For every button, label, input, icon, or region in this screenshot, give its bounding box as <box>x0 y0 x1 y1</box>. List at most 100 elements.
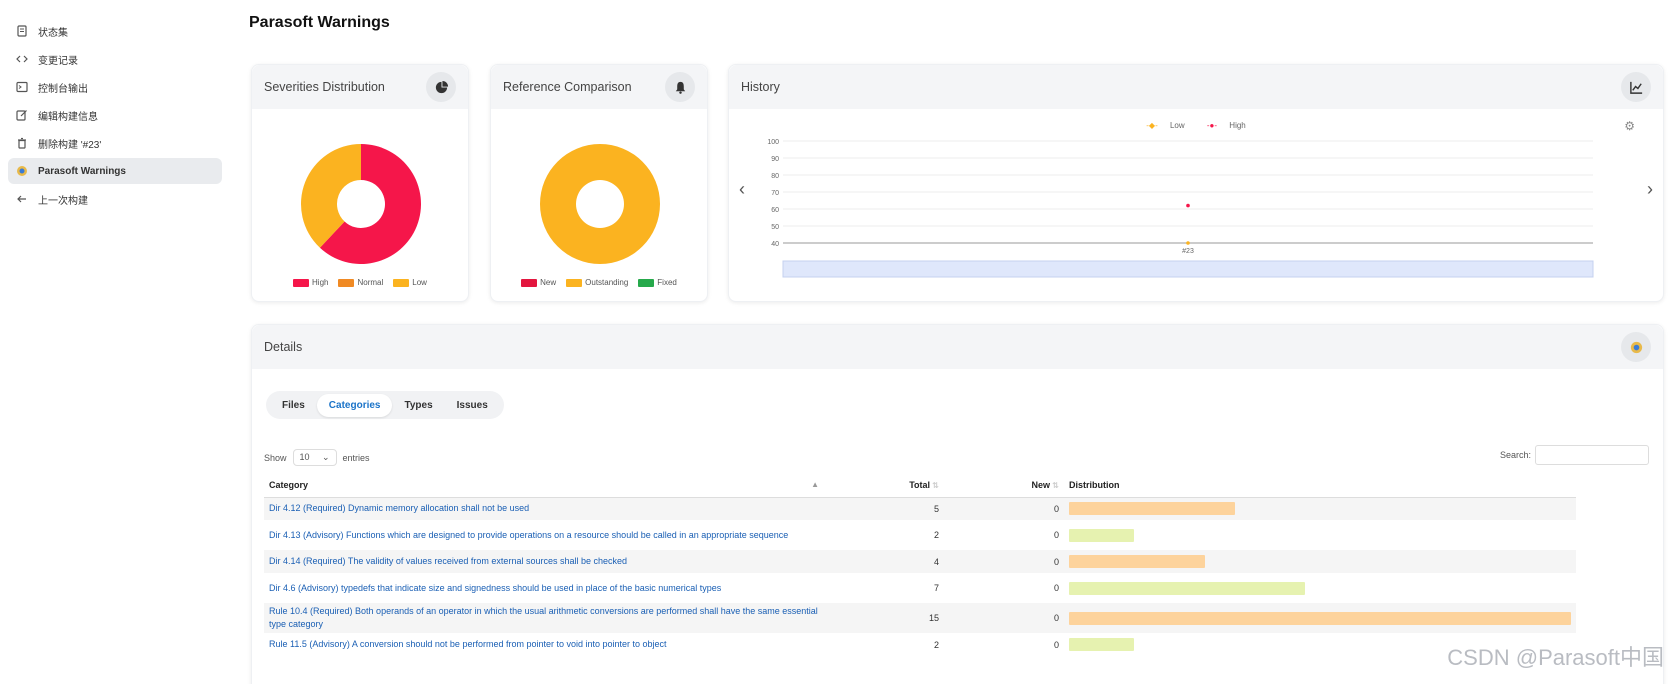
details-card: Details Files Categories Types Issues Sh… <box>251 324 1664 684</box>
severities-donut <box>301 144 421 264</box>
column-header-new[interactable]: New ⇅ <box>944 473 1064 498</box>
new-cell: 0 <box>1053 530 1059 540</box>
category-cell[interactable]: Rule 11.5 (Advisory) A conversion should… <box>269 639 667 649</box>
column-header-distribution[interactable]: Distribution <box>1064 473 1576 498</box>
bell-icon[interactable] <box>665 72 695 102</box>
legend-item-low[interactable]: Low <box>393 278 427 287</box>
distribution-bar <box>1069 611 1571 625</box>
entries-select[interactable]: 10 ⌄ <box>292 449 337 466</box>
distribution-bar <box>1069 502 1235 516</box>
reference-title: Reference Comparison <box>503 80 632 94</box>
sidebar-item-delete[interactable]: 删除构建 '#23' <box>8 130 222 156</box>
total-cell: 2 <box>933 530 939 540</box>
distribution-bar <box>1069 555 1205 568</box>
tab-categories[interactable]: Categories <box>316 393 393 417</box>
tab-types[interactable]: Types <box>404 399 433 411</box>
distribution-cell <box>1064 603 1576 633</box>
sidebar-item-edit[interactable]: 编辑构建信息 <box>8 102 222 128</box>
category-cell[interactable]: Dir 4.13 (Advisory) Functions which are … <box>269 529 789 540</box>
distribution-cell <box>1064 573 1576 603</box>
arrow-left-icon <box>16 193 28 205</box>
sidebar-item-label: 状态集 <box>38 27 68 39</box>
legend-item-high[interactable]: -●- High <box>1206 121 1246 130</box>
sidebar-item-changes[interactable]: 变更记录 <box>8 46 222 72</box>
column-header-category[interactable]: Category ▲ <box>264 473 824 498</box>
distribution-cell <box>1064 497 1576 520</box>
watermark: CSDN @Parasoft中国 <box>1447 645 1664 670</box>
details-table: Category ▲ Total ⇅ New ⇅ Distribution Dir… <box>264 473 1576 656</box>
legend-item-normal[interactable]: Normal <box>338 278 383 287</box>
total-cell: 5 <box>824 497 944 520</box>
table-row: Dir 4.6 (Advisory) typedefs that indicat… <box>264 573 1576 603</box>
distribution-cell <box>1064 550 1576 573</box>
search-box: Search: <box>1500 445 1649 465</box>
table-row: Dir 4.13 (Advisory) Functions which are … <box>264 520 1576 550</box>
line-chart-icon[interactable] <box>1621 72 1651 102</box>
y-tick-label: 80 <box>771 173 779 180</box>
settings-icon[interactable]: ⚙ <box>1624 119 1635 133</box>
new-cell: 0 <box>944 550 1064 573</box>
sidebar-item-label: 上一次构建 <box>38 195 88 207</box>
search-input[interactable] <box>1535 445 1649 465</box>
reference-legend: New Outstanding Fixed <box>491 278 707 287</box>
legend-item-high[interactable]: High <box>293 278 328 287</box>
tab-files[interactable]: Files <box>282 399 305 411</box>
x-tick-label: #23 <box>1182 248 1194 255</box>
parasoft-logo-icon[interactable] <box>1621 332 1651 362</box>
zoom-range-slider[interactable] <box>782 260 1594 278</box>
history-card: History -◆- Low -●- High ⚙ ‹ › 100 90 80 70… <box>728 64 1664 302</box>
severities-header: Severities Distribution <box>252 65 468 109</box>
severities-title: Severities Distribution <box>264 80 385 94</box>
sidebar-item-status[interactable]: 状态集 <box>8 18 222 44</box>
category-cell[interactable]: Dir 4.14 (Required) The validity of valu… <box>264 550 824 573</box>
data-point-low[interactable] <box>1186 241 1190 245</box>
y-tick-label: 60 <box>771 207 779 214</box>
details-tabs: Files Categories Types Issues <box>266 391 504 419</box>
legend-item-outstanding[interactable]: Outstanding <box>566 278 628 287</box>
total-cell: 2 <box>933 639 939 650</box>
tab-issues[interactable]: Issues <box>456 399 488 411</box>
total-cell: 15 <box>824 603 944 633</box>
y-tick-label: 50 <box>771 224 779 231</box>
sidebar-item-label: 变更记录 <box>38 55 78 67</box>
sidebar-item-console[interactable]: 控制台输出 <box>8 74 222 100</box>
table-row: Rule 10.4 (Required) Both operands of an… <box>264 603 1576 633</box>
y-tick-label: 90 <box>771 156 779 163</box>
sidebar-item-previous-build[interactable]: 上一次构建 <box>8 186 222 212</box>
donut-slice-outstanding[interactable] <box>540 144 660 264</box>
show-label: Show <box>264 452 287 463</box>
data-point-high[interactable] <box>1186 203 1190 208</box>
distribution-cell <box>1064 520 1576 550</box>
severities-legend: High Normal Low <box>252 278 468 287</box>
chevron-left-icon[interactable]: ‹ <box>739 179 745 199</box>
reference-card: Reference Comparison New Outstanding Fix… <box>490 64 708 302</box>
table-row: Dir 4.12 (Required) Dynamic memory alloc… <box>264 497 1576 520</box>
distribution-bar <box>1069 528 1135 542</box>
history-legend: -◆- Low -●- High <box>729 121 1663 130</box>
column-header-total[interactable]: Total ⇅ <box>824 473 944 498</box>
category-cell[interactable]: Dir 4.6 (Advisory) typedefs that indicat… <box>269 582 722 593</box>
sidebar-item-label: 编辑构建信息 <box>38 111 98 123</box>
donut-slice-high[interactable] <box>319 144 421 264</box>
chevron-right-icon[interactable]: › <box>1647 179 1653 199</box>
details-header: Details <box>252 325 1663 369</box>
chevron-down-icon: ⌄ <box>321 452 330 462</box>
sidebar-item-parasoft-warnings[interactable]: Parasoft Warnings <box>8 158 222 184</box>
legend-item-low[interactable]: -◆- Low <box>1146 121 1185 130</box>
entries-label: entries <box>342 452 370 463</box>
page-title: Parasoft Warnings <box>249 14 390 31</box>
legend-item-new[interactable]: New <box>521 278 556 287</box>
distribution-cell <box>1064 633 1576 656</box>
category-cell[interactable]: Dir 4.12 (Required) Dynamic memory alloc… <box>264 497 824 520</box>
search-label: Search: <box>1499 450 1531 460</box>
donut-slice-low[interactable] <box>301 144 361 248</box>
history-title: History <box>741 80 780 94</box>
legend-item-fixed[interactable]: Fixed <box>638 278 677 287</box>
history-chart: 100 90 80 70 60 50 40 #23 <box>767 139 1594 278</box>
new-cell: 0 <box>1053 583 1059 593</box>
code-icon <box>16 53 28 65</box>
pie-chart-icon[interactable] <box>426 72 456 102</box>
category-cell[interactable]: Rule 10.4 (Required) Both operands of an… <box>264 603 824 633</box>
document-icon <box>16 25 28 37</box>
